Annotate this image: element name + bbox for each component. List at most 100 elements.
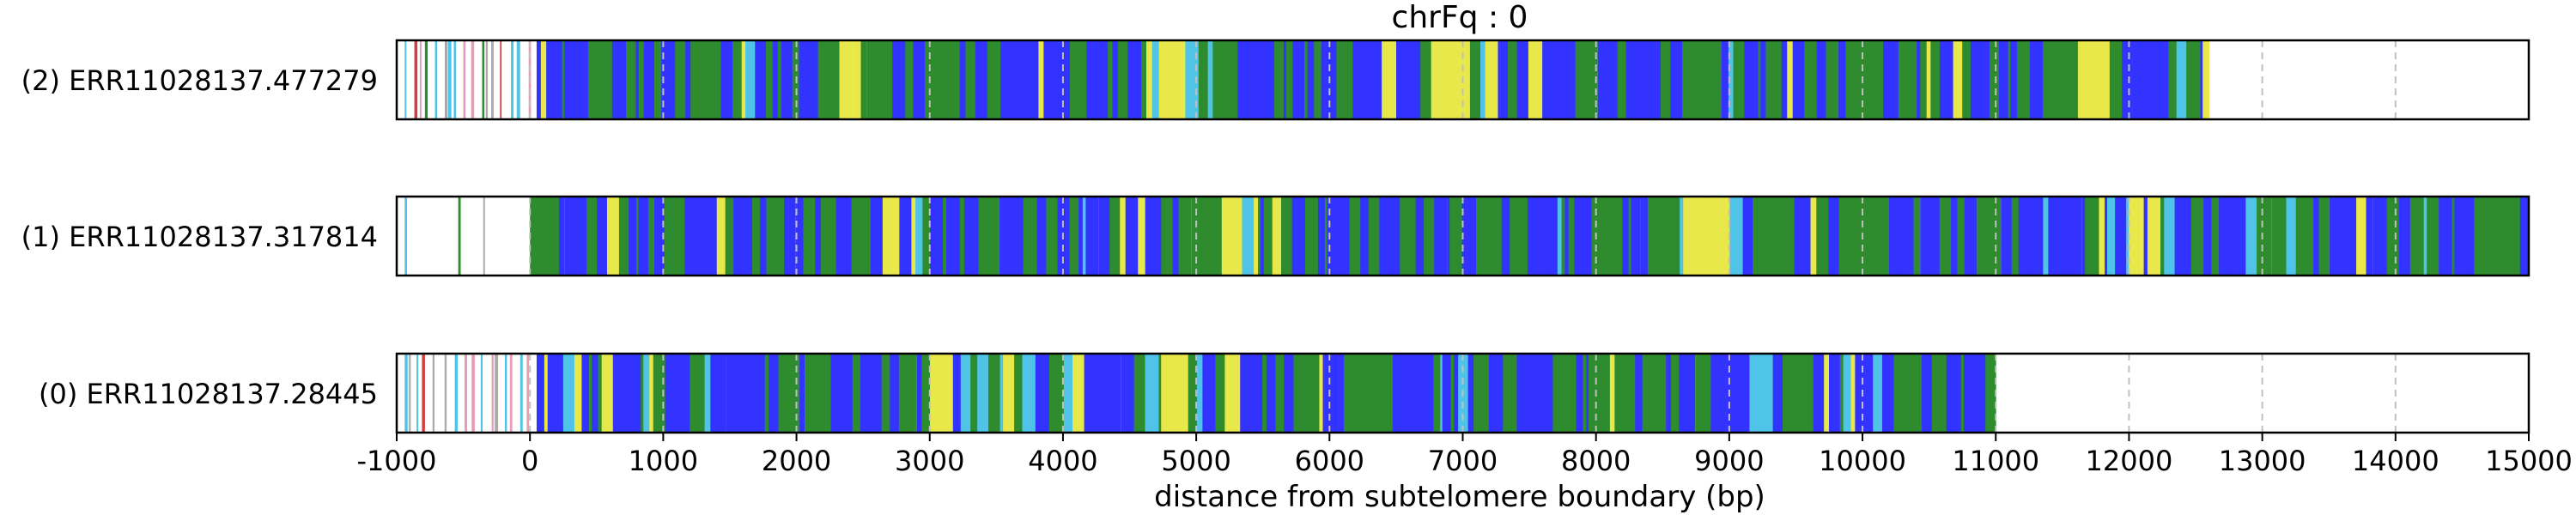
read-stripe (453, 40, 457, 119)
read-stripe (1170, 354, 1185, 433)
read-stripe (1958, 354, 1962, 433)
read-stripe (1972, 354, 1986, 433)
read-stripe (1003, 354, 1015, 433)
read-stripe (987, 354, 1000, 433)
read-stripe (2271, 197, 2280, 276)
read-stripe (1369, 354, 1378, 433)
read-stripe (2203, 197, 2212, 276)
read-stripe (799, 354, 805, 433)
read-stripe (562, 354, 575, 433)
read-stripe (1606, 40, 1619, 119)
read-stripe (1528, 40, 1543, 119)
read-stripe (2109, 40, 2123, 119)
read-stripe (729, 354, 738, 433)
read-stripe (1321, 40, 1324, 119)
read-stripe (2063, 197, 2072, 276)
read-stripe (1617, 40, 1626, 119)
read-stripe (1761, 354, 1774, 433)
read-stripe (1875, 197, 1890, 276)
read-stripe (1874, 40, 1884, 119)
read-stripe (1431, 40, 1445, 119)
read-stripe (1036, 40, 1039, 119)
read-stripe (1692, 197, 1706, 276)
read-stripe (2064, 40, 2074, 119)
read-stripe (725, 197, 734, 276)
x-tick-label: 14000 (2352, 445, 2439, 477)
read-stripe (1970, 40, 1974, 119)
read-stripe (1409, 40, 1421, 119)
read-stripe (1786, 197, 1795, 276)
read-stripe (1242, 197, 1255, 276)
read-stripe (2099, 197, 2105, 276)
read-stripe (1724, 197, 1730, 276)
read-stripe (1899, 197, 1914, 276)
read-stripe (654, 40, 662, 119)
x-tick-label: 11000 (1952, 445, 2039, 477)
read-stripe (1962, 40, 1971, 119)
read-stripe (643, 354, 650, 433)
read-stripe (1069, 40, 1081, 119)
read-stripe (1374, 40, 1382, 119)
read-stripe (1923, 40, 1928, 119)
read-stripe (424, 40, 428, 119)
read-stripe (951, 40, 960, 119)
read-stripe (884, 197, 890, 276)
read-stripe (2451, 197, 2455, 276)
read-stripe (2454, 197, 2468, 276)
read-stripe (755, 40, 767, 119)
read-stripe (1955, 354, 1959, 433)
read-stripe (587, 40, 599, 119)
read-stripe (1009, 197, 1024, 276)
read-stripe (1449, 197, 1463, 276)
read-stripe (471, 354, 475, 433)
read-stripe (2200, 40, 2203, 119)
read-stripe (1123, 354, 1134, 433)
read-stripe (1356, 40, 1365, 119)
read-stripe (999, 354, 1004, 433)
read-stripe (1349, 40, 1353, 119)
read-stripe (704, 354, 711, 433)
read-stripe (1291, 197, 1306, 276)
x-tick-label: -1000 (357, 445, 437, 477)
read-stripe (916, 354, 922, 433)
read-stripe (2143, 197, 2148, 276)
read-stripe (1307, 40, 1315, 119)
read-stripe (1055, 354, 1065, 433)
read-stripe (941, 40, 951, 119)
read-stripe (1292, 40, 1303, 119)
read-stripe (1964, 354, 1974, 433)
read-stripe (850, 354, 854, 433)
read-stripe (2178, 197, 2192, 276)
read-stripe (2090, 197, 2099, 276)
read-stripe (1733, 40, 1740, 119)
read-stripe (1719, 197, 1725, 276)
read-stripe (1196, 354, 1203, 433)
read-stripe (1735, 197, 1744, 276)
read-stripe (1237, 40, 1252, 119)
x-tick-label: 13000 (2219, 445, 2306, 477)
read-stripe (1191, 197, 1194, 276)
read-stripe (485, 40, 489, 119)
read-stripe (2232, 197, 2246, 276)
read-stripe (1367, 40, 1376, 119)
read-stripe (905, 40, 914, 119)
read-stripe (1744, 40, 1759, 119)
read-stripe (1625, 40, 1632, 119)
read-stripe (803, 197, 810, 276)
read-stripe (1609, 354, 1615, 433)
read-stripe (784, 197, 796, 276)
read-stripe (912, 354, 918, 433)
read-stripe (1204, 197, 1213, 276)
read-stripe (607, 354, 611, 433)
read-stripe (2072, 40, 2079, 119)
read-stripe (1183, 354, 1189, 433)
read-stripe (1849, 40, 1863, 119)
read-stripe (618, 197, 629, 276)
read-stripe (1348, 354, 1361, 433)
read-stripe (1112, 40, 1119, 119)
read-stripe (1656, 40, 1662, 119)
read-stripe (2101, 40, 2105, 119)
read-stripe (504, 354, 507, 433)
read-stripe (1057, 197, 1065, 276)
read-stripe (536, 40, 542, 119)
